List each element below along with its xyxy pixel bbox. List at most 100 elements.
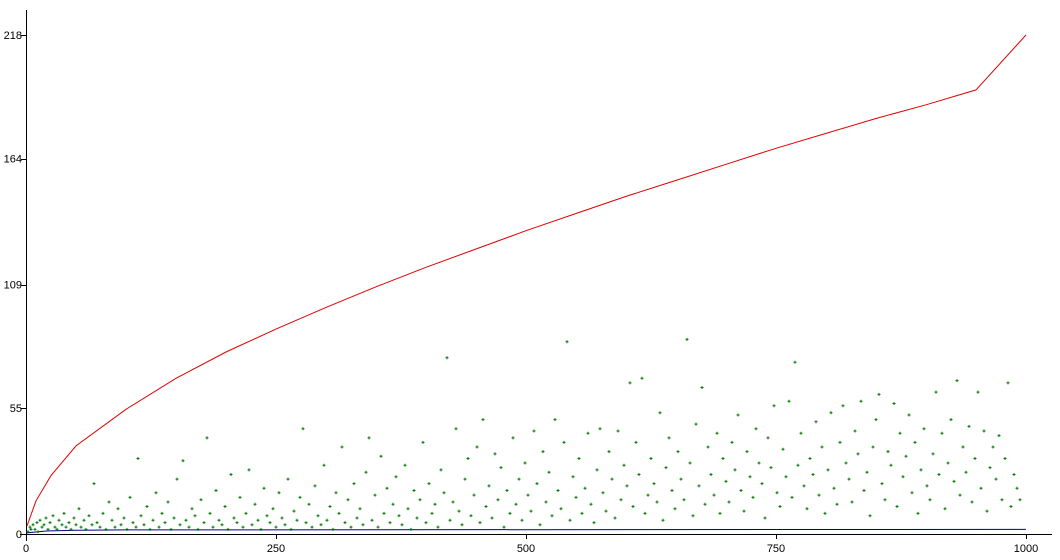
scatter-point (952, 479, 956, 483)
scatter-point (145, 505, 149, 508)
scatter-point (538, 523, 542, 527)
scatter-point (643, 511, 647, 515)
scatter-point (38, 518, 42, 522)
scatter-point (229, 473, 233, 476)
scatter-point (778, 505, 782, 508)
scatter-point (703, 502, 707, 506)
scatter-point (958, 493, 962, 497)
scatter-point (304, 521, 308, 525)
scatter-point (670, 489, 674, 492)
scatter-point (166, 500, 170, 504)
scatter-point (754, 427, 758, 431)
scatter-point (334, 491, 338, 495)
scatter-point (712, 493, 716, 497)
scatter-point (652, 482, 656, 486)
scatter-point (51, 514, 55, 518)
scatter-point (568, 518, 572, 522)
scatter-point (292, 509, 296, 513)
scatter-point (101, 511, 105, 515)
scatter-point (442, 491, 446, 495)
scatter-point (217, 518, 221, 522)
scatter-point (409, 527, 413, 531)
scatter-point (208, 511, 212, 515)
scatter-point (110, 518, 114, 522)
scatter-point (997, 434, 1001, 438)
scatter-point (98, 525, 102, 529)
scatter-point (244, 511, 248, 515)
scatter-point (35, 521, 39, 525)
scatter-point (511, 436, 515, 440)
scatter-point (104, 527, 108, 531)
scatter-point (1000, 498, 1004, 502)
scatter-point (355, 516, 359, 520)
scatter-point (436, 525, 440, 529)
scatter-point (418, 498, 422, 502)
scatter-point (253, 502, 257, 506)
scatter-point (1006, 381, 1010, 385)
scatter-point (346, 498, 350, 502)
scatter-point (46, 527, 50, 531)
scatter-point (625, 484, 629, 488)
scatter-point (517, 477, 521, 481)
scatter-point (532, 429, 536, 433)
scatter-point (388, 521, 392, 525)
scatter-point (745, 450, 749, 454)
scatter-point (469, 514, 473, 518)
scatter-point (151, 518, 155, 522)
scatter-point (241, 525, 245, 529)
series-group (26, 34, 1027, 534)
scatter-point (361, 523, 365, 527)
scatter-point (391, 502, 395, 506)
scatter-point (505, 489, 509, 492)
scatter-point (343, 521, 347, 525)
scatter-point (271, 507, 275, 511)
x-tick-label: 750 (767, 543, 785, 555)
scatter-point (313, 484, 317, 488)
scatter-point (122, 516, 126, 520)
scatter-point (904, 454, 908, 458)
scatter-point (84, 527, 88, 531)
scatter-point (931, 452, 935, 456)
scatter-point (823, 511, 827, 515)
upper-curve-line (26, 34, 1027, 527)
scatter-point (119, 523, 123, 527)
scatter-point (352, 482, 356, 486)
scatter-point (838, 440, 842, 444)
scatter-point (289, 527, 293, 531)
scatter-point (586, 431, 590, 435)
scatter-point (496, 498, 500, 502)
scatter-point (811, 473, 815, 476)
scatter-point (787, 399, 791, 403)
scatter-points (26, 337, 1022, 534)
scatter-point (277, 491, 281, 495)
scatter-point (406, 507, 410, 511)
scatter-point (160, 511, 164, 515)
scatter-point (247, 468, 251, 472)
scatter-point (916, 511, 920, 515)
scatter-point (583, 486, 587, 490)
scatter-point (373, 493, 377, 497)
scatter-point (157, 525, 161, 529)
scatter-point (694, 422, 698, 426)
scatter-point (934, 390, 938, 394)
scatter-point (793, 360, 797, 364)
scatter-point (979, 486, 983, 490)
scatter-point (64, 525, 68, 529)
scatter-point (508, 511, 512, 515)
scatter-point (805, 507, 809, 511)
scatter-point (622, 463, 626, 467)
scatter-point (547, 470, 551, 474)
scatter-point (265, 514, 269, 518)
scatter-point (919, 468, 923, 472)
scatter-point (553, 418, 557, 422)
scatter-point (42, 523, 46, 527)
scatter-point (310, 525, 314, 529)
scatter-point (766, 436, 770, 440)
scatter-point (226, 527, 230, 531)
scatter-point (376, 525, 380, 529)
scatter-point (556, 489, 560, 492)
scatter-point (925, 484, 929, 488)
scatter-point (676, 450, 680, 454)
scatter-point (970, 500, 974, 504)
